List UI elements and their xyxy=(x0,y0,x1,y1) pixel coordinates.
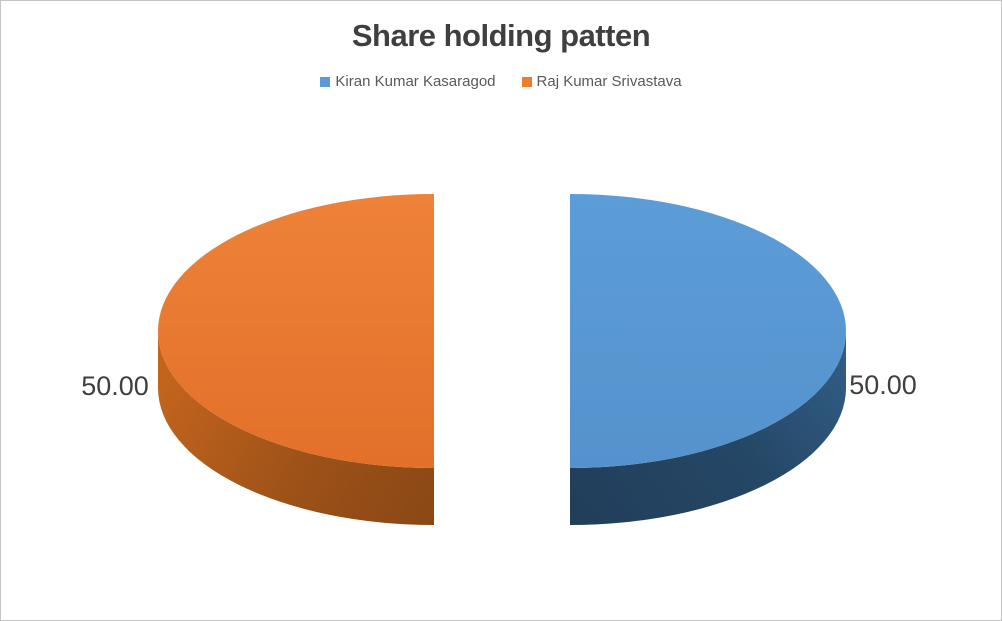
pie-slice-raj xyxy=(158,194,434,525)
chart-title: Share holding patten xyxy=(351,18,651,53)
legend-swatch-raj-icon xyxy=(521,76,532,87)
legend-swatch-kiran-icon xyxy=(320,76,331,87)
pie-slice-kiran xyxy=(570,194,846,525)
legend-item-kiran[interactable]: Kiran Kumar Kasaragod xyxy=(320,73,496,90)
legend-label-kiran: Kiran Kumar Kasaragod xyxy=(335,73,496,90)
legend-item-raj[interactable]: Raj Kumar Srivastava xyxy=(521,73,682,90)
pie-slice-kiran-side[interactable] xyxy=(570,331,846,525)
pie-slice-kiran-top[interactable] xyxy=(570,194,846,468)
pie-slice-raj-side[interactable] xyxy=(158,331,434,525)
data-label-raj: 50.00 xyxy=(81,371,149,401)
data-label-kiran: 50.00 xyxy=(849,370,917,400)
legend: Kiran Kumar Kasaragod Raj Kumar Srivasta… xyxy=(1,73,1001,90)
legend-label-raj: Raj Kumar Srivastava xyxy=(536,73,682,90)
pie-slice-raj-top[interactable] xyxy=(158,194,434,468)
